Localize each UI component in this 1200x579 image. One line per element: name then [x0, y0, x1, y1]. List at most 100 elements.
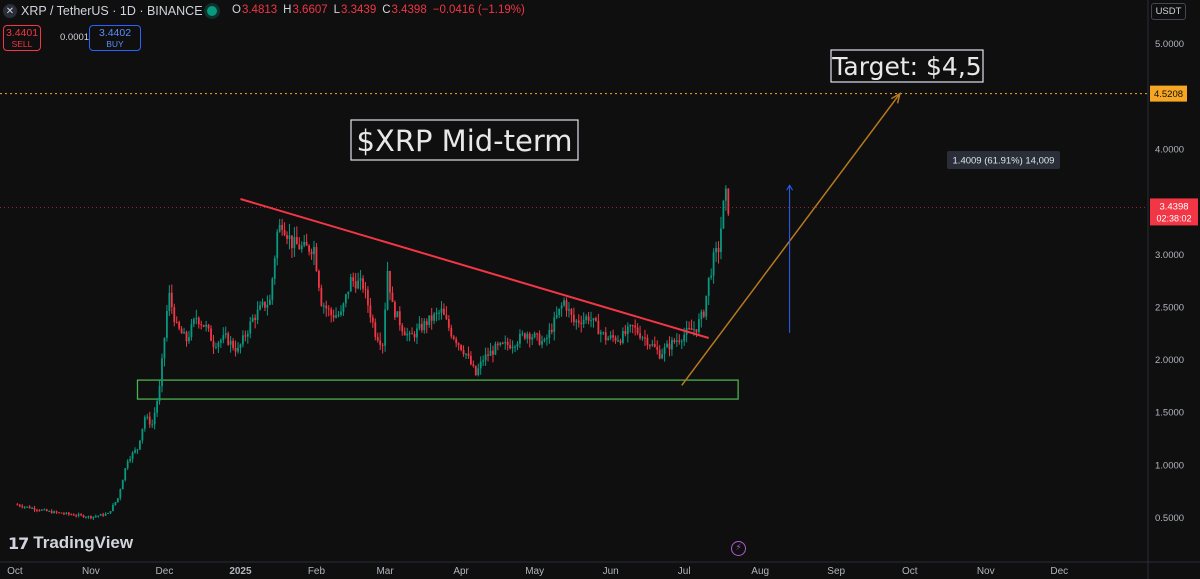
candle-body[interactable] — [560, 305, 563, 309]
candle-body[interactable] — [639, 333, 641, 339]
candle-body[interactable] — [112, 504, 114, 512]
candle-body[interactable] — [528, 333, 531, 340]
candle-body[interactable] — [504, 342, 507, 344]
candle-body[interactable] — [305, 241, 308, 246]
candle-body[interactable] — [521, 333, 524, 335]
candle-body[interactable] — [227, 333, 230, 345]
candle-body[interactable] — [599, 332, 602, 335]
candle-body[interactable] — [472, 364, 475, 366]
sell-button[interactable]: 3.4401 SELL — [3, 25, 41, 51]
candle-body[interactable] — [102, 514, 105, 516]
candle-body[interactable] — [698, 319, 700, 333]
candle-body[interactable] — [266, 304, 269, 308]
candle-body[interactable] — [680, 341, 683, 343]
candle-body[interactable] — [173, 307, 176, 323]
candle-body[interactable] — [273, 258, 276, 279]
candle-body[interactable] — [43, 509, 46, 511]
candle-body[interactable] — [592, 318, 595, 321]
candle-body[interactable] — [624, 331, 627, 335]
projection-arrow-line[interactable] — [681, 93, 901, 386]
candle-body[interactable] — [104, 513, 107, 516]
candle-body[interactable] — [474, 365, 477, 375]
candle-body[interactable] — [161, 358, 163, 387]
candle-body[interactable] — [239, 344, 242, 348]
candle-body[interactable] — [87, 516, 90, 518]
candle-body[interactable] — [690, 328, 693, 330]
candle-body[interactable] — [568, 309, 570, 311]
candle-body[interactable] — [462, 350, 465, 355]
candle-body[interactable] — [264, 301, 266, 308]
target-annotation-box[interactable] — [830, 49, 984, 83]
candle-body[interactable] — [31, 507, 33, 509]
candle-body[interactable] — [268, 299, 271, 305]
candle-body[interactable] — [60, 512, 63, 514]
candle-body[interactable] — [359, 278, 362, 281]
candle-body[interactable] — [354, 281, 357, 289]
candle-body[interactable] — [646, 337, 649, 346]
candle-body[interactable] — [53, 511, 56, 514]
support-zone-box[interactable] — [136, 379, 739, 400]
candle-body[interactable] — [516, 343, 519, 347]
candle-body[interactable] — [65, 512, 68, 514]
candle-body[interactable] — [183, 332, 185, 334]
candle-body[interactable] — [717, 247, 720, 253]
candle-body[interactable] — [457, 343, 460, 345]
candle-body[interactable] — [617, 340, 619, 342]
candle-body[interactable] — [614, 337, 617, 341]
candle-body[interactable] — [212, 340, 215, 348]
lightning-icon[interactable]: ⚡ — [731, 541, 746, 556]
candle-body[interactable] — [99, 514, 102, 516]
candle-body[interactable] — [67, 512, 70, 515]
candle-body[interactable] — [710, 275, 713, 278]
candle-body[interactable] — [332, 315, 335, 318]
candle-body[interactable] — [298, 244, 301, 250]
candle-body[interactable] — [16, 504, 19, 506]
candle-body[interactable] — [440, 308, 443, 313]
candle-body[interactable] — [558, 308, 561, 315]
candle-body[interactable] — [438, 312, 440, 314]
candle-body[interactable] — [119, 489, 122, 499]
candle-body[interactable] — [479, 361, 482, 369]
candle-body[interactable] — [445, 314, 448, 319]
candle-body[interactable] — [80, 514, 82, 516]
candle-body[interactable] — [72, 514, 75, 516]
candle-body[interactable] — [163, 337, 166, 359]
candle-body[interactable] — [374, 322, 377, 338]
candle-body[interactable] — [428, 315, 431, 325]
candle-body[interactable] — [168, 292, 171, 312]
candle-body[interactable] — [63, 513, 65, 515]
candle-body[interactable] — [244, 335, 247, 337]
candle-body[interactable] — [391, 292, 394, 303]
candle-body[interactable] — [548, 329, 551, 338]
candle-body[interactable] — [205, 324, 208, 327]
candle-body[interactable] — [609, 335, 612, 339]
candle-body[interactable] — [170, 292, 173, 308]
candle-body[interactable] — [582, 319, 585, 325]
candle-body[interactable] — [58, 512, 60, 514]
candle-body[interactable] — [619, 340, 622, 343]
candle-body[interactable] — [371, 317, 374, 323]
candle-body[interactable] — [90, 516, 92, 519]
candle-body[interactable] — [308, 245, 310, 252]
candle-body[interactable] — [656, 346, 659, 350]
candle-body[interactable] — [121, 480, 124, 490]
candle-body[interactable] — [455, 338, 458, 344]
candle-body[interactable] — [327, 308, 330, 310]
candle-body[interactable] — [131, 452, 134, 459]
candle-body[interactable] — [77, 514, 80, 516]
market-status-icon[interactable] — [207, 6, 217, 16]
candle-body[interactable] — [75, 515, 78, 517]
candle-body[interactable] — [604, 332, 607, 341]
candle-body[interactable] — [367, 289, 369, 306]
candle-body[interactable] — [406, 333, 409, 336]
candle-body[interactable] — [565, 300, 568, 311]
candle-body[interactable] — [246, 333, 249, 337]
candle-body[interactable] — [653, 343, 656, 347]
candle-body[interactable] — [550, 329, 553, 332]
candle-body[interactable] — [143, 417, 146, 429]
candle-body[interactable] — [546, 337, 548, 339]
candle-body[interactable] — [21, 506, 24, 508]
candle-body[interactable] — [470, 355, 472, 365]
candle-body[interactable] — [55, 511, 58, 513]
candle-body[interactable] — [433, 313, 436, 321]
